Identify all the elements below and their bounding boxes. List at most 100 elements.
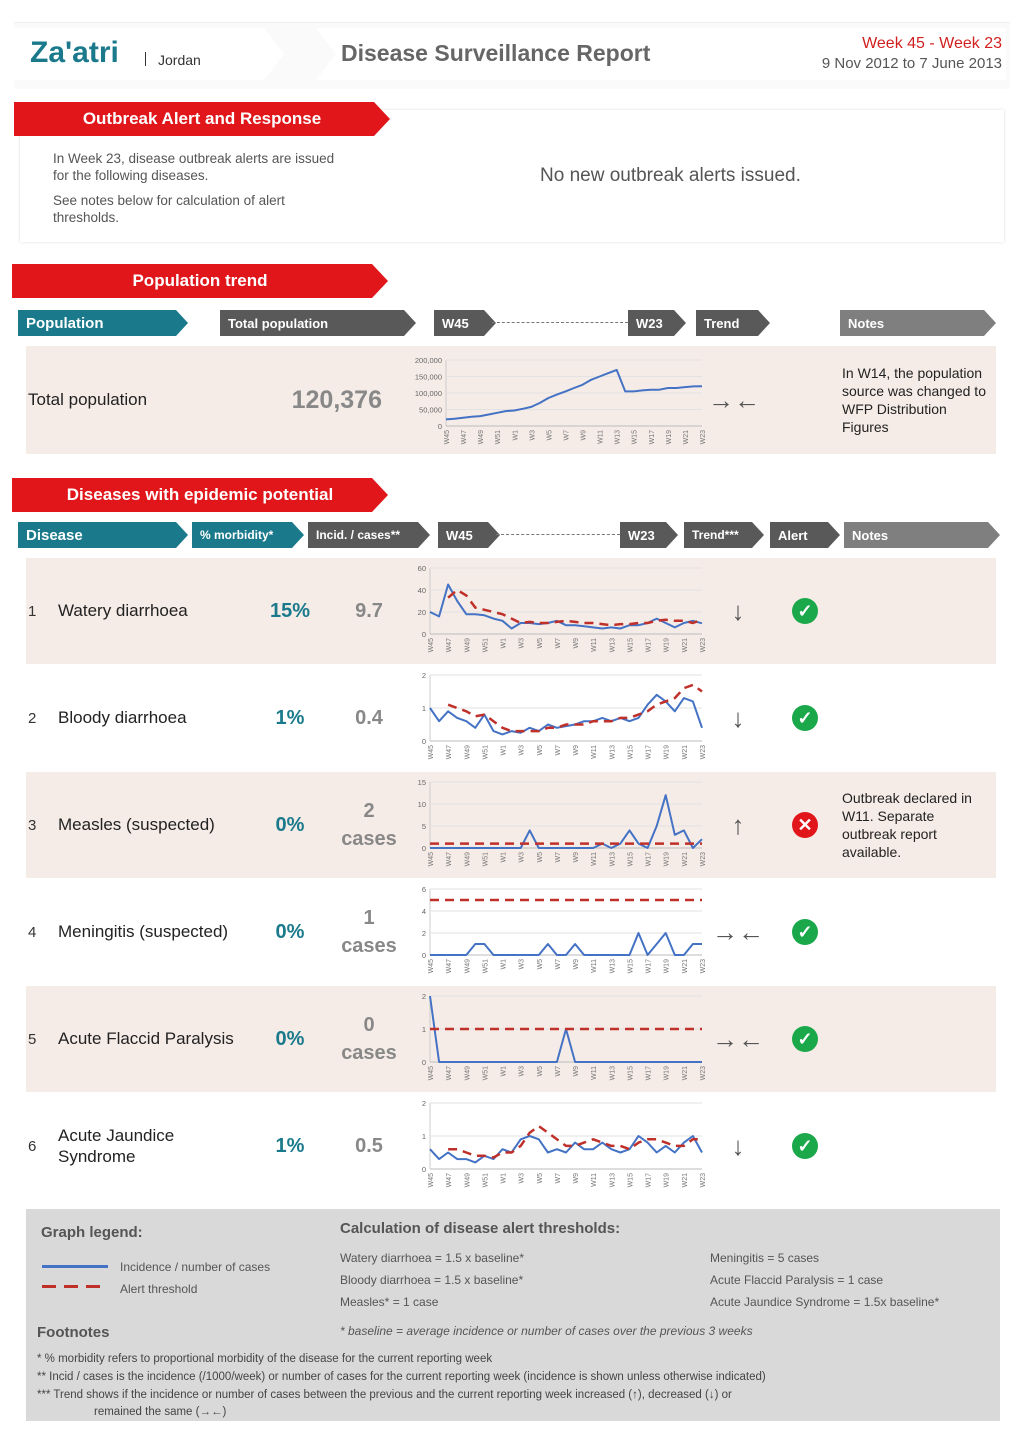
x-tick-label: W49 <box>464 1066 471 1081</box>
disease-incidence: 9.7 <box>355 600 383 622</box>
population-banner: Population trend <box>12 264 388 298</box>
graph-legend-title: Graph legend: <box>41 1224 143 1241</box>
tab-morbidity: % morbidity* <box>192 522 304 548</box>
disease-morbidity: 0% <box>275 813 305 836</box>
x-tick-label: W19 <box>664 959 671 974</box>
x-tick-label: W1 <box>512 430 519 441</box>
x-tick-label: W19 <box>664 852 671 867</box>
x-tick-label: W11 <box>598 430 605 444</box>
incidence-series-line <box>445 368 703 421</box>
trend-same-icon: →← <box>712 916 764 947</box>
disease-morbidity: 0% <box>275 920 305 943</box>
x-tick-label: W3 <box>529 430 536 441</box>
chart-bloody-diarrhoea: 0 1 2 W45 W47 W49 W51 W1 W3 W5 W7 W9 W11 W13 W15 W17 W19… <box>422 671 707 760</box>
disease-row-4: 4 Meningitis (suspected) 0% 1 cases →← ✓ <box>26 879 996 985</box>
alert-ok-icon: ✓ <box>792 986 818 1092</box>
chart-jaundice: 0 1 2 W45 W47 W49 W51 W1 W3 W5 W7 W9 W11 W13 W15 W17 W19… <box>422 1099 707 1188</box>
tab-pop-notes: Notes <box>840 310 996 336</box>
x-tick-label: W17 <box>646 959 653 974</box>
x-tick-label: W45 <box>428 959 435 974</box>
disease-row-2: 2 Bloody diarrhoea 1% 0.4 ↓ ✓ <box>26 665 996 771</box>
check-icon: ✓ <box>792 1133 818 1159</box>
x-tick-label: W49 <box>464 852 471 867</box>
disease-incidence: 0 cases <box>341 1014 397 1064</box>
x-tick-label: W3 <box>519 959 526 970</box>
x-tick-label: W7 <box>555 852 562 863</box>
footnote-3: *** Trend shows if the incidence or numb… <box>37 1389 732 1401</box>
disease-morbidity: 1% <box>275 706 305 729</box>
trend-same-icon: →← <box>712 1023 764 1054</box>
check-icon: ✓ <box>792 919 818 945</box>
disease-incidence: 1 cases <box>341 907 397 957</box>
y-tick-label: 0 <box>422 844 426 853</box>
trend-down-icon: ↓ <box>731 595 745 626</box>
y-tick-label: 1 <box>422 1025 426 1034</box>
incidence-series-line <box>429 693 703 736</box>
disease-num: 2 <box>28 709 37 727</box>
y-tick-label: 15 <box>418 778 426 787</box>
disease-incidence: 2 cases <box>341 800 397 850</box>
disease-row-3: 3 Measles (suspected) 0% 2 cases ↑ ✕ Out… <box>26 772 996 878</box>
y-tick-label: 2 <box>422 992 426 1001</box>
disease-note <box>842 986 992 1092</box>
report-title: Disease Surveillance Report <box>341 40 651 66</box>
legend-incidence-label: Incidence / number of cases <box>120 1260 271 1274</box>
cross-icon: ✕ <box>792 812 818 838</box>
header-right-panel <box>316 28 1006 80</box>
disease-row-1: 1 Watery diarrhoea 15% 9.7 ↓ ✓ <box>26 558 996 664</box>
x-tick-label: W13 <box>609 745 616 760</box>
tab-disease: Disease <box>18 522 188 548</box>
x-tick-label: W19 <box>664 638 671 653</box>
x-tick-label: W23 <box>700 1066 707 1081</box>
calc-left-2: Bloody diarrhoea = 1.5 x baseline* <box>340 1273 524 1287</box>
x-tick-label: W45 <box>428 638 435 653</box>
x-tick-label: W3 <box>519 1066 526 1077</box>
x-tick-label: W47 <box>446 852 453 867</box>
x-tick-label: W49 <box>464 959 471 974</box>
disease-num: 3 <box>28 816 37 834</box>
x-tick-label: W7 <box>555 638 562 649</box>
x-tick-label: W13 <box>609 852 616 867</box>
tab-pop-dotted-line <box>492 322 628 323</box>
x-tick-label: W45 <box>444 430 451 445</box>
x-tick-label: W51 <box>482 852 489 867</box>
x-tick-label: W15 <box>632 430 639 445</box>
x-tick-label: W51 <box>482 959 489 974</box>
x-tick-label: W23 <box>700 745 707 760</box>
population-trend-icon: →← <box>708 384 760 415</box>
x-tick-label: W13 <box>609 1066 616 1081</box>
tab-dis-notes: Notes <box>844 522 1000 548</box>
outbreak-intro: In Week 23, disease outbreak alerts are … <box>53 151 335 183</box>
population-row-label: Total population <box>28 390 148 409</box>
x-tick-label: W3 <box>519 852 526 863</box>
alert-ok-icon: ✓ <box>792 665 818 771</box>
alert-threshold-line <box>447 683 703 733</box>
y-tick-label: 0 <box>438 422 442 431</box>
x-tick-label: W17 <box>646 852 653 867</box>
disease-incidence: 0.5 <box>355 1135 383 1157</box>
chart-measles: 0 5 10 15 W45 W47 W49 W51 W1 W3 W5 W7 W9 W11 W13 W15 W17… <box>418 778 707 867</box>
x-tick-label: W9 <box>573 745 580 756</box>
x-tick-label: W47 <box>461 430 468 445</box>
footnote-4: remained the same (→←) <box>94 1406 227 1418</box>
x-tick-label: W23 <box>700 852 707 867</box>
footnote-2: ** Incid / cases is the incidence (/1000… <box>37 1371 766 1383</box>
x-tick-label: W11 <box>591 959 598 973</box>
x-tick-label: W17 <box>649 430 656 445</box>
y-tick-label: 0 <box>422 1058 426 1067</box>
x-tick-label: W51 <box>482 1066 489 1081</box>
calc-right-2: Acute Flaccid Paralysis = 1 case <box>710 1273 884 1287</box>
x-tick-label: W9 <box>573 638 580 649</box>
disease-morbidity: 0% <box>275 1027 305 1050</box>
x-tick-label: W3 <box>519 1173 526 1184</box>
y-tick-label: 1 <box>422 1132 426 1141</box>
x-tick-label: W1 <box>501 1066 508 1077</box>
population-chart: 0 50,000 100,000 150,000 200,000 W45 W47 W49 W51… <box>415 356 707 445</box>
x-tick-label: W3 <box>519 638 526 649</box>
baseline-note: * baseline = average incidence or number… <box>340 1324 753 1338</box>
x-tick-label: W13 <box>615 430 622 445</box>
title-separator <box>145 52 146 66</box>
x-tick-label: W5 <box>537 745 544 756</box>
y-tick-label: 0 <box>422 1165 426 1174</box>
x-tick-label: W17 <box>646 1173 653 1188</box>
